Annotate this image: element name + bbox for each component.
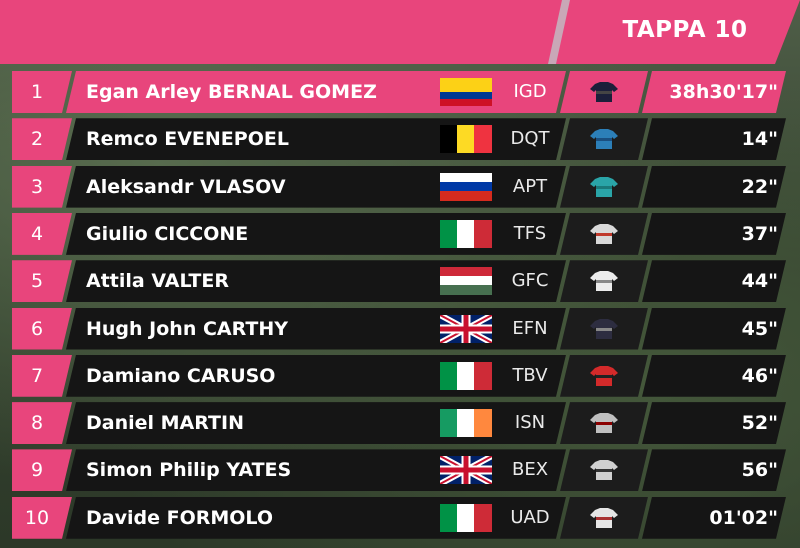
position-number: 2	[30, 128, 44, 151]
header-banner	[0, 0, 800, 64]
time-box	[642, 118, 786, 161]
time-box	[642, 402, 786, 445]
standings-row: 5 Attila VALTER GFC 44"	[0, 260, 800, 303]
standings-row: 3 Aleksandr VLASOV APT 22"	[0, 165, 800, 208]
team-code: UAD	[510, 506, 550, 528]
position-box	[12, 260, 72, 303]
position-box	[12, 71, 72, 113]
time-gap: 45"	[741, 317, 778, 340]
standings-row: 2 Remco EVENEPOEL DQT 14"	[0, 118, 800, 161]
position-number: 7	[30, 364, 44, 387]
time-gap: 44"	[741, 270, 778, 293]
position-number: 3	[30, 175, 44, 198]
team-code: DQT	[510, 128, 550, 150]
team-code: EFN	[512, 317, 548, 339]
rider-name: Egan Arley BERNAL GOMEZ	[86, 81, 377, 103]
team-jersey-icon	[590, 460, 618, 481]
hungary-flag-icon	[440, 267, 492, 296]
standings-row: 1 Egan Arley BERNAL GOMEZ IGD 38h30'17"	[0, 71, 800, 113]
rider-name: Remco EVENEPOEL	[86, 128, 289, 151]
position-box	[12, 307, 72, 350]
team-code: TBV	[512, 364, 548, 386]
united-kingdom-flag-icon	[440, 314, 492, 343]
russia-flag-icon	[440, 172, 492, 201]
position-box	[12, 165, 72, 208]
position-box	[12, 402, 72, 445]
rider-name: Hugh John CARTHY	[86, 317, 289, 340]
time-gap: 14"	[741, 128, 778, 151]
united-kingdom-flag-icon	[440, 456, 492, 485]
time-box	[642, 307, 786, 350]
time-box	[642, 165, 786, 208]
team-code: IGD	[513, 81, 547, 102]
time-gap: 52"	[741, 412, 778, 435]
position-box	[12, 354, 72, 397]
position-number: 1	[30, 81, 44, 103]
standings-row: 9 Simon Philip YATES BEX 56"	[0, 449, 800, 492]
belgium-flag-icon	[440, 125, 492, 154]
standings-row: 4 Giulio CICCONE TFS 37"	[0, 212, 800, 255]
position-number: 8	[30, 412, 44, 435]
time-box	[642, 71, 786, 113]
team-code: TFS	[513, 222, 547, 244]
team-jersey-icon	[590, 223, 618, 244]
stage-title: TAPPA 10	[622, 17, 748, 43]
time-box	[642, 449, 786, 492]
rider-name: Daniel MARTIN	[86, 412, 244, 435]
position-number: 10	[24, 506, 50, 529]
time-box	[642, 496, 786, 539]
team-jersey-icon	[590, 129, 618, 150]
rider-name: Simon Philip YATES	[86, 459, 292, 482]
team-code: ISN	[514, 412, 546, 434]
time-box	[642, 212, 786, 255]
position-box	[12, 496, 72, 539]
team-code: BEX	[511, 459, 549, 481]
italy-flag-icon	[440, 503, 492, 532]
rider-name: Davide FORMOLO	[86, 506, 273, 529]
rider-name: Giulio CICCONE	[86, 222, 249, 245]
italy-flag-icon	[440, 361, 492, 390]
position-number: 5	[30, 270, 44, 293]
position-number: 6	[30, 317, 44, 340]
team-jersey-icon	[590, 413, 618, 434]
time-gap: 01'02"	[709, 506, 778, 529]
rider-name: Aleksandr VLASOV	[86, 175, 286, 198]
team-code: GFC	[511, 270, 549, 292]
position-box	[12, 212, 72, 255]
time-gap: 37"	[741, 222, 778, 245]
time-gap: 22"	[741, 175, 778, 198]
ireland-flag-icon	[440, 409, 492, 438]
time-gap: 46"	[741, 364, 778, 387]
time-box	[642, 260, 786, 303]
team-code: APT	[512, 175, 548, 197]
standings-row: 6 Hugh John CARTHY EFN 45"	[0, 307, 800, 350]
team-jersey-icon	[590, 318, 618, 339]
team-jersey-icon	[590, 82, 618, 102]
rider-name: Damiano CARUSO	[86, 364, 276, 387]
team-jersey-icon	[590, 271, 618, 292]
colombia-flag-icon	[440, 78, 492, 106]
team-jersey-icon	[590, 507, 618, 528]
rider-name: Attila VALTER	[86, 270, 229, 293]
position-box	[12, 118, 72, 161]
time-gap: 56"	[741, 459, 778, 482]
standings-row: 7 Damiano CARUSO TBV 46"	[0, 354, 800, 397]
team-jersey-icon	[590, 176, 618, 197]
position-box	[12, 449, 72, 492]
time-box	[642, 354, 786, 397]
position-number: 4	[30, 222, 44, 245]
standings-row: 8 Daniel MARTIN ISN 52"	[0, 402, 800, 445]
time-gap: 38h30'17"	[669, 81, 778, 103]
team-jersey-icon	[590, 365, 618, 386]
italy-flag-icon	[440, 219, 492, 248]
position-number: 9	[30, 459, 44, 482]
standings-row: 10 Davide FORMOLO UAD 01'02"	[0, 496, 800, 539]
